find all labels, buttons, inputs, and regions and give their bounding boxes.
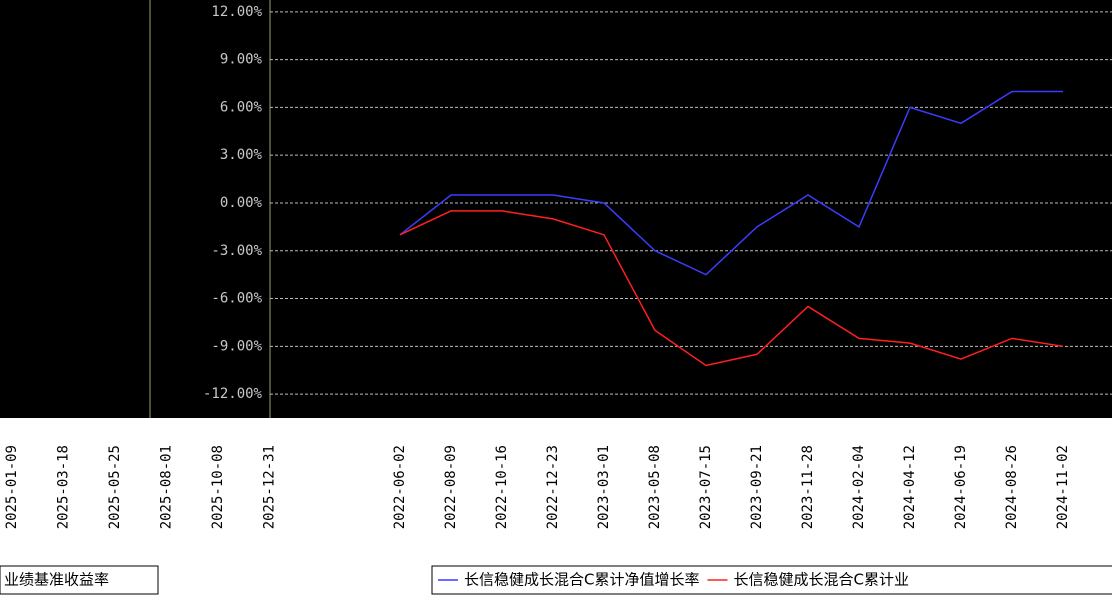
x-tick-label: 2023-05-08: [647, 445, 663, 529]
y-tick-label: -9.00%: [211, 338, 262, 354]
x-tick-label: 2025-01-09: [4, 445, 20, 529]
x-tick-label: 2023-07-15: [698, 445, 714, 529]
x-tick-label: 2022-06-02: [392, 445, 408, 529]
x-tick-label: 2024-08-26: [1004, 445, 1020, 529]
left-legend-box: [0, 565, 159, 595]
left-legend-label: 业绩基准收益率: [4, 571, 109, 589]
y-tick-label: 6.00%: [220, 99, 263, 115]
series-line: [399, 210, 1064, 367]
y-tick-label: 0.00%: [220, 195, 263, 211]
legend-box: [431, 565, 1112, 595]
x-tick-label: 2025-08-01: [159, 445, 175, 529]
x-tick-label: 2023-11-28: [800, 445, 816, 529]
x-tick-label: 2025-03-18: [56, 445, 72, 529]
x-tick-label: 2022-12-23: [545, 445, 561, 529]
x-tick-label: 2024-04-12: [902, 445, 918, 529]
x-tick-label: 2023-09-21: [749, 445, 765, 529]
x-tick-label: 2022-08-09: [443, 445, 459, 529]
y-tick-label: 3.00%: [220, 147, 263, 163]
x-tick-label: 2024-11-02: [1055, 445, 1071, 529]
x-tick-label: 2025-05-25: [107, 445, 123, 529]
x-tick-label: 2024-02-04: [851, 445, 867, 529]
plot-background: [0, 0, 1112, 418]
y-tick-label: -3.00%: [211, 243, 262, 259]
x-tick-label: 2025-12-31: [262, 445, 278, 529]
y-tick-label: -12.00%: [203, 386, 263, 402]
x-tick-label: 2022-10-16: [494, 445, 510, 529]
x-tick-label: 2023-03-01: [596, 445, 612, 529]
x-tick-label: 2024-06-19: [953, 445, 969, 529]
y-tick-label: 9.00%: [220, 52, 263, 68]
legend-label: 长信稳健成长混合C累计业: [733, 571, 908, 589]
x-tick-label: 2025-10-08: [210, 445, 226, 529]
y-tick-label: -6.00%: [211, 291, 262, 307]
legend-label: 长信稳健成长混合C累计净值增长率: [464, 571, 699, 589]
y-tick-label: 12.00%: [211, 4, 262, 20]
series-line: [399, 90, 1063, 276]
